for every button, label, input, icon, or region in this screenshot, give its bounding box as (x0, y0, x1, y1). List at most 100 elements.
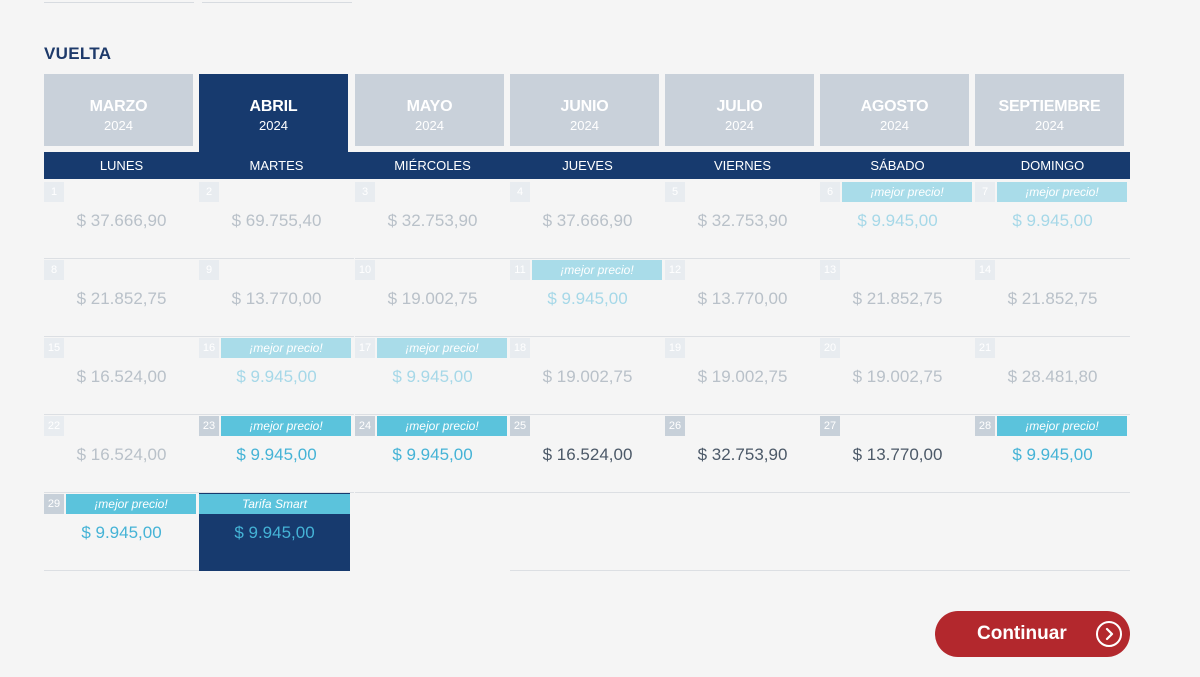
day-price: $ 9.945,00 (1012, 445, 1093, 464)
calendar-day-18[interactable]: 18 $ 19.002,75 (510, 337, 665, 415)
day-price: $ 19.002,75 (542, 367, 633, 386)
day-price: $ 19.002,75 (852, 367, 943, 386)
day-number: 20 (820, 338, 840, 358)
calendar-day-24[interactable]: 24 ¡mejor precio! $ 9.945,00 (355, 415, 510, 493)
day-price: $ 9.945,00 (81, 523, 162, 542)
day-number: 25 (510, 416, 530, 436)
section-title: VUELTA (44, 44, 112, 63)
calendar-day-15[interactable]: 15 $ 16.524,00 (44, 337, 199, 415)
calendar-day-28[interactable]: 28 ¡mejor precio! $ 9.945,00 (975, 415, 1130, 493)
calendar-day-26[interactable]: 26 $ 32.753,90 (665, 415, 820, 493)
month-tab-mayo[interactable]: MAYO 2024 (355, 74, 504, 146)
continue-button[interactable]: Continuar (935, 611, 1130, 657)
day-price: $ 28.481,80 (1007, 367, 1098, 386)
month-tab-abril[interactable]: ABRIL 2024 (199, 74, 348, 152)
calendar-day-16[interactable]: 16 ¡mejor precio! $ 9.945,00 (199, 337, 354, 415)
day-price: $ 21.852,75 (76, 289, 167, 308)
empty-cell-divider (510, 570, 665, 571)
day-price: $ 16.524,00 (76, 367, 167, 386)
month-tab-marzo[interactable]: MARZO 2024 (44, 74, 193, 146)
calendar-day-10[interactable]: 10 $ 19.002,75 (355, 259, 510, 337)
calendar-day-27[interactable]: 27 $ 13.770,00 (820, 415, 975, 493)
chevron-right-circle-icon (1096, 621, 1122, 647)
day-number: 21 (975, 338, 995, 358)
best-price-badge: ¡mejor precio! (221, 416, 351, 436)
calendar-grid: 1 $ 37.666,90 2 $ 69.755,40 3 $ 32.753,90 4 $ 3… (44, 181, 1130, 571)
calendar-day-19[interactable]: 19 $ 19.002,75 (665, 337, 820, 415)
calendar-day-20[interactable]: 20 $ 19.002,75 (820, 337, 975, 415)
month-name: JULIO (716, 98, 763, 115)
day-price: $ 21.852,75 (852, 289, 943, 308)
day-number: 26 (665, 416, 685, 436)
empty-cell-divider (665, 570, 820, 571)
calendar-day-7[interactable]: 7 ¡mejor precio! $ 9.945,00 (975, 181, 1130, 259)
calendar-day-25[interactable]: 25 $ 16.524,00 (510, 415, 665, 493)
day-number: 4 (510, 182, 530, 202)
month-name: SEPTIEMBRE (998, 98, 1101, 115)
day-number: 13 (820, 260, 840, 280)
day-price: $ 32.753,90 (387, 211, 478, 230)
calendar-day-23[interactable]: 23 ¡mejor precio! $ 9.945,00 (199, 415, 354, 493)
day-number: 3 (355, 182, 375, 202)
day-price: $ 69.755,40 (231, 211, 322, 230)
best-price-badge: ¡mejor precio! (997, 182, 1127, 202)
day-number: 18 (510, 338, 530, 358)
weekday-5: SÁBADO (870, 158, 925, 173)
day-price: $ 19.002,75 (387, 289, 478, 308)
calendar-day-22[interactable]: 22 $ 16.524,00 (44, 415, 199, 493)
best-price-badge: ¡mejor precio! (377, 338, 507, 358)
day-number: 27 (820, 416, 840, 436)
calendar-day-14[interactable]: 14 $ 21.852,75 (975, 259, 1130, 337)
day-price: $ 13.770,00 (697, 289, 788, 308)
weekday-header: LUNES MARTES MIÉRCOLES JUEVES VIERNES SÁBADO D… (44, 152, 1130, 179)
calendar-day-2[interactable]: 2 $ 69.755,40 (199, 181, 354, 259)
day-number: 16 (199, 338, 219, 358)
calendar-day-4[interactable]: 4 $ 37.666,90 (510, 181, 665, 259)
weekday-0: LUNES (99, 158, 144, 173)
month-name: JUNIO (560, 98, 609, 115)
day-price: $ 37.666,90 (542, 211, 633, 230)
day-number: 23 (199, 416, 219, 436)
day-price: $ 21.852,75 (1007, 289, 1098, 308)
day-number: 29 (44, 494, 64, 514)
day-price: $ 13.770,00 (231, 289, 322, 308)
calendar-day-13[interactable]: 13 $ 21.852,75 (820, 259, 975, 337)
month-tab-julio[interactable]: JULIO 2024 (665, 74, 814, 146)
calendar-day-9[interactable]: 9 $ 13.770,00 (199, 259, 354, 337)
month-name: MARZO (89, 98, 148, 115)
day-price: $ 9.945,00 (857, 211, 938, 230)
continue-label: Continuar (977, 623, 1067, 644)
month-year: 2024 (880, 118, 909, 133)
day-price: $ 9.945,00 (1012, 211, 1093, 230)
calendar-day-30[interactable]: 30Tarifa Smart$ 9.945,00 (199, 493, 350, 571)
calendar-day-29[interactable]: 29 ¡mejor precio! $ 9.945,00 (44, 493, 199, 571)
day-number: 2 (199, 182, 219, 202)
calendar-day-5[interactable]: 5 $ 32.753,90 (665, 181, 820, 259)
best-price-badge: ¡mejor precio! (997, 416, 1127, 436)
day-price: $ 9.945,00 (234, 523, 315, 542)
calendar-day-1[interactable]: 1 $ 37.666,90 (44, 181, 199, 259)
weekday-2: MIÉRCOLES (394, 158, 471, 173)
calendar-day-12[interactable]: 12 $ 13.770,00 (665, 259, 820, 337)
calendar-day-11[interactable]: 11 ¡mejor precio! $ 9.945,00 (510, 259, 665, 337)
calendar-day-8[interactable]: 8 $ 21.852,75 (44, 259, 199, 337)
month-year: 2024 (259, 118, 288, 133)
month-tab-septiembre[interactable]: SEPTIEMBRE 2024 (975, 74, 1124, 146)
day-price: $ 37.666,90 (76, 211, 167, 230)
calendar-day-3[interactable]: 3 $ 32.753,90 (355, 181, 510, 259)
previous-section-edge (44, 0, 354, 4)
calendar-day-6[interactable]: 6 ¡mejor precio! $ 9.945,00 (820, 181, 975, 259)
month-tab-junio[interactable]: JUNIO 2024 (510, 74, 659, 146)
day-price: $ 9.945,00 (547, 289, 628, 308)
calendar-day-21[interactable]: 21 $ 28.481,80 (975, 337, 1130, 415)
weekday-1: MARTES (249, 158, 304, 173)
day-number: 7 (975, 182, 995, 202)
month-tab-agosto[interactable]: AGOSTO 2024 (820, 74, 969, 146)
day-price: $ 16.524,00 (76, 445, 167, 464)
fare-type-label: Tarifa Smart (199, 494, 350, 514)
day-number: 24 (355, 416, 375, 436)
calendar-day-17[interactable]: 17 ¡mejor precio! $ 9.945,00 (355, 337, 510, 415)
day-price: $ 16.524,00 (542, 445, 633, 464)
day-number: 5 (665, 182, 685, 202)
month-year: 2024 (415, 118, 444, 133)
